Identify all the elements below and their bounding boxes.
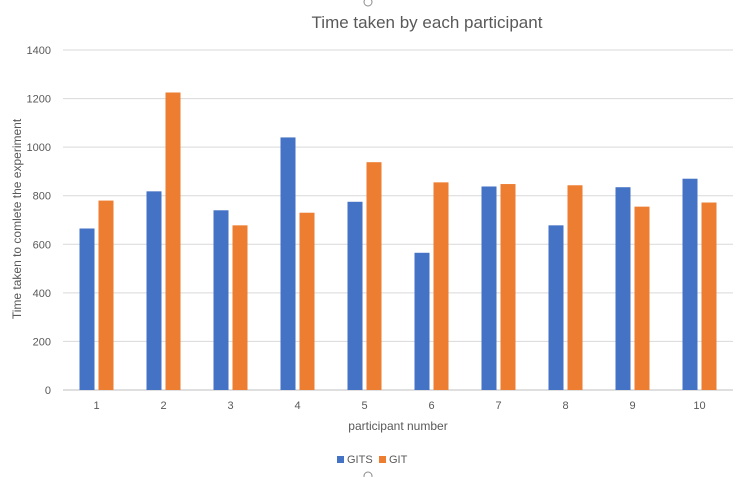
y-axis-title: Time taken to comlete the experiment <box>10 118 24 319</box>
bar-gits-9 <box>615 187 631 390</box>
x-tick-label: 8 <box>562 400 568 412</box>
x-tick-label: 5 <box>361 400 367 412</box>
y-tick-label: 400 <box>33 288 51 300</box>
bar-gits-7 <box>481 186 497 390</box>
bar-gits-3 <box>213 210 229 390</box>
legend-label-git: GIT <box>389 454 408 466</box>
bar-git-2 <box>165 92 181 390</box>
legend-label-gits: GITS <box>347 454 373 466</box>
bar-git-6 <box>433 182 449 390</box>
y-axis-ticks: 0 200 400 600 800 1000 1200 1400 <box>27 45 51 397</box>
x-tick-label: 3 <box>227 400 233 412</box>
bar-git-5 <box>366 162 382 390</box>
bar-git-3 <box>232 225 248 390</box>
bar-git-7 <box>500 184 516 390</box>
frame-handle-top[interactable] <box>363 0 373 7</box>
bar-gits-1 <box>79 228 95 390</box>
bar-git-1 <box>98 200 114 390</box>
bar-gits-4 <box>280 137 296 390</box>
bar-gits-8 <box>548 225 564 390</box>
y-tick-label: 1200 <box>27 94 51 106</box>
x-axis-ticks: 1 2 3 4 5 6 7 8 9 10 <box>93 400 705 412</box>
bar-gits-10 <box>682 178 698 390</box>
x-tick-label: 1 <box>93 400 99 412</box>
x-tick-label: 10 <box>693 400 705 412</box>
x-axis-title: participant number <box>348 419 447 433</box>
gridlines <box>63 49 733 391</box>
bar-gits-5 <box>347 201 363 390</box>
bar-gits-2 <box>146 191 162 390</box>
y-tick-label: 1400 <box>27 45 51 57</box>
frame-handle-bottom[interactable] <box>363 471 373 477</box>
bar-gits-6 <box>414 252 430 390</box>
y-tick-label: 0 <box>45 385 51 397</box>
bar-git-9 <box>634 206 650 390</box>
legend: GITS GIT <box>337 454 408 466</box>
x-tick-label: 4 <box>294 400 300 412</box>
x-tick-label: 2 <box>160 400 166 412</box>
bar-git-8 <box>567 185 583 390</box>
legend-swatch-gits <box>337 456 344 463</box>
y-tick-label: 200 <box>33 336 51 348</box>
y-tick-label: 800 <box>33 191 51 203</box>
x-tick-label: 9 <box>629 400 635 412</box>
x-tick-label: 7 <box>495 400 501 412</box>
chart-title: Time taken by each participant <box>312 13 543 32</box>
y-tick-label: 1000 <box>27 142 51 154</box>
x-tick-label: 6 <box>428 400 434 412</box>
legend-swatch-git <box>379 456 386 463</box>
bar-git-4 <box>299 212 315 390</box>
bar-git-10 <box>701 202 717 390</box>
y-tick-label: 600 <box>33 239 51 251</box>
bars <box>79 92 717 390</box>
